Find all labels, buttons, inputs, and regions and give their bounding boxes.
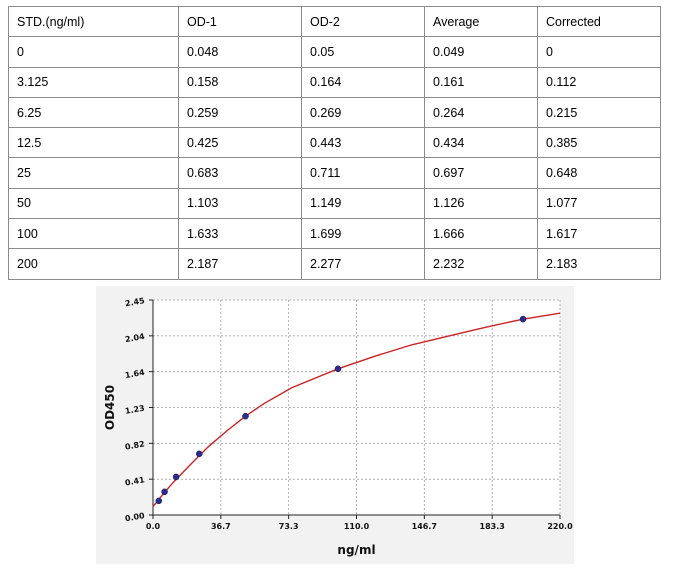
table-cell: 0.05 — [301, 36, 425, 68]
x-tick-label: 146.7 — [412, 522, 437, 531]
x-tick-label: 0.0 — [146, 522, 161, 531]
standard-table: STD.(ng/ml) OD-1 OD-2 Average Corrected 0 0.04… — [8, 5, 661, 280]
table-row: 3.125 0.158 0.164 0.161 0.112 — [8, 66, 661, 98]
y-tick-label: 0.82 — [124, 439, 145, 451]
table-row: 100 1.633 1.699 1.666 1.617 — [8, 218, 661, 250]
standard-curve-chart: 0.0 36.7 73.3 110.0 146.7 183.3 220.0 0.00 0.41 0… — [96, 286, 574, 564]
table-cell: 1.077 — [537, 187, 661, 220]
table-cell: 0.048 — [178, 36, 302, 68]
x-tick-label: 36.7 — [211, 522, 231, 531]
y-tick-label: 0.00 — [124, 511, 145, 523]
table-row: 6.25 0.259 0.269 0.264 0.215 — [8, 96, 661, 129]
table-cell: 0.161 — [424, 66, 538, 98]
column-header: OD-1 — [178, 5, 302, 38]
table-cell: 0.683 — [178, 157, 302, 189]
data-point — [155, 497, 163, 505]
y-tick-label: 2.04 — [124, 332, 145, 344]
y-axis-title: OD450 — [103, 385, 117, 430]
table-cell: 0.264 — [424, 96, 538, 129]
table-cell: 0.158 — [178, 66, 302, 98]
y-tick-label: 2.45 — [124, 296, 145, 308]
table-cell: 1.666 — [424, 218, 538, 250]
table-cell: 0.259 — [178, 96, 302, 129]
data-point — [161, 488, 168, 496]
table-cell: 100 — [8, 218, 179, 250]
table-cell: 0.049 — [424, 36, 538, 68]
x-tick-label: 110.0 — [344, 522, 370, 531]
column-header: Average — [424, 5, 538, 38]
data-point — [172, 473, 180, 481]
data-point — [519, 315, 527, 323]
column-header: OD-2 — [301, 5, 425, 38]
plot-area — [153, 300, 560, 515]
data-point — [196, 450, 203, 458]
table-cell: 0.697 — [424, 157, 538, 189]
column-header: Corrected — [537, 5, 661, 38]
table-cell: 0.434 — [424, 127, 538, 159]
table-cell: 2.277 — [301, 248, 425, 280]
table-cell: 2.232 — [424, 248, 538, 280]
table-cell: 0.269 — [301, 96, 425, 129]
x-tick-label: 183.3 — [480, 522, 505, 531]
standard-curve-svg: 0.0 36.7 73.3 110.0 146.7 183.3 220.0 0.00 0.41 0… — [103, 296, 573, 557]
standard-table-body: STD.(ng/ml) OD-1 OD-2 Average Corrected 0 0.04… — [8, 5, 661, 280]
table-row: 200 2.187 2.277 2.232 2.183 — [8, 248, 661, 280]
y-tick-label: 0.41 — [124, 475, 145, 487]
table-header-row: STD.(ng/ml) OD-1 OD-2 Average Corrected — [8, 5, 661, 38]
table-cell: 0.711 — [301, 157, 425, 189]
x-tick-label: 73.3 — [279, 522, 299, 531]
table-cell: 1.633 — [178, 218, 302, 250]
y-tick-label: 1.23 — [124, 404, 145, 416]
y-tick-label: 1.64 — [124, 368, 145, 380]
x-tick-label: 220.0 — [547, 522, 573, 531]
table-row: 12.5 0.425 0.443 0.434 0.385 — [8, 127, 661, 159]
table-cell: 1.699 — [301, 218, 425, 250]
table-cell: 50 — [8, 187, 179, 220]
table-row: 50 1.103 1.149 1.126 1.077 — [8, 187, 661, 220]
table-cell: 1.617 — [537, 218, 661, 250]
table-cell: 0.648 — [537, 157, 661, 189]
x-axis-title: ng/ml — [337, 543, 375, 557]
table-cell: 1.126 — [424, 187, 538, 220]
table-cell: 0.425 — [178, 127, 302, 159]
table-row: 0 0.048 0.05 0.049 0 — [8, 36, 661, 68]
table-cell: 0.215 — [537, 96, 661, 129]
table-cell: 0 — [8, 36, 179, 68]
table-cell: 0.164 — [301, 66, 425, 98]
table-cell: 0.443 — [301, 127, 425, 159]
table-cell: 2.187 — [178, 248, 302, 280]
table-cell: 6.25 — [8, 96, 179, 129]
data-point — [242, 412, 249, 420]
table-cell: 1.103 — [178, 187, 302, 220]
column-header: STD.(ng/ml) — [8, 5, 179, 38]
table-cell: 0.385 — [537, 127, 661, 159]
table-row: 25 0.683 0.711 0.697 0.648 — [8, 157, 661, 189]
table-cell: 25 — [8, 157, 179, 189]
table-cell: 200 — [8, 248, 179, 280]
table-cell: 2.183 — [537, 248, 661, 280]
table-cell: 1.149 — [301, 187, 425, 220]
table-cell: 0.112 — [537, 66, 661, 98]
table-cell: 12.5 — [8, 127, 179, 159]
data-point — [334, 365, 342, 373]
table-cell: 3.125 — [8, 66, 179, 98]
table-cell: 0 — [537, 36, 661, 68]
